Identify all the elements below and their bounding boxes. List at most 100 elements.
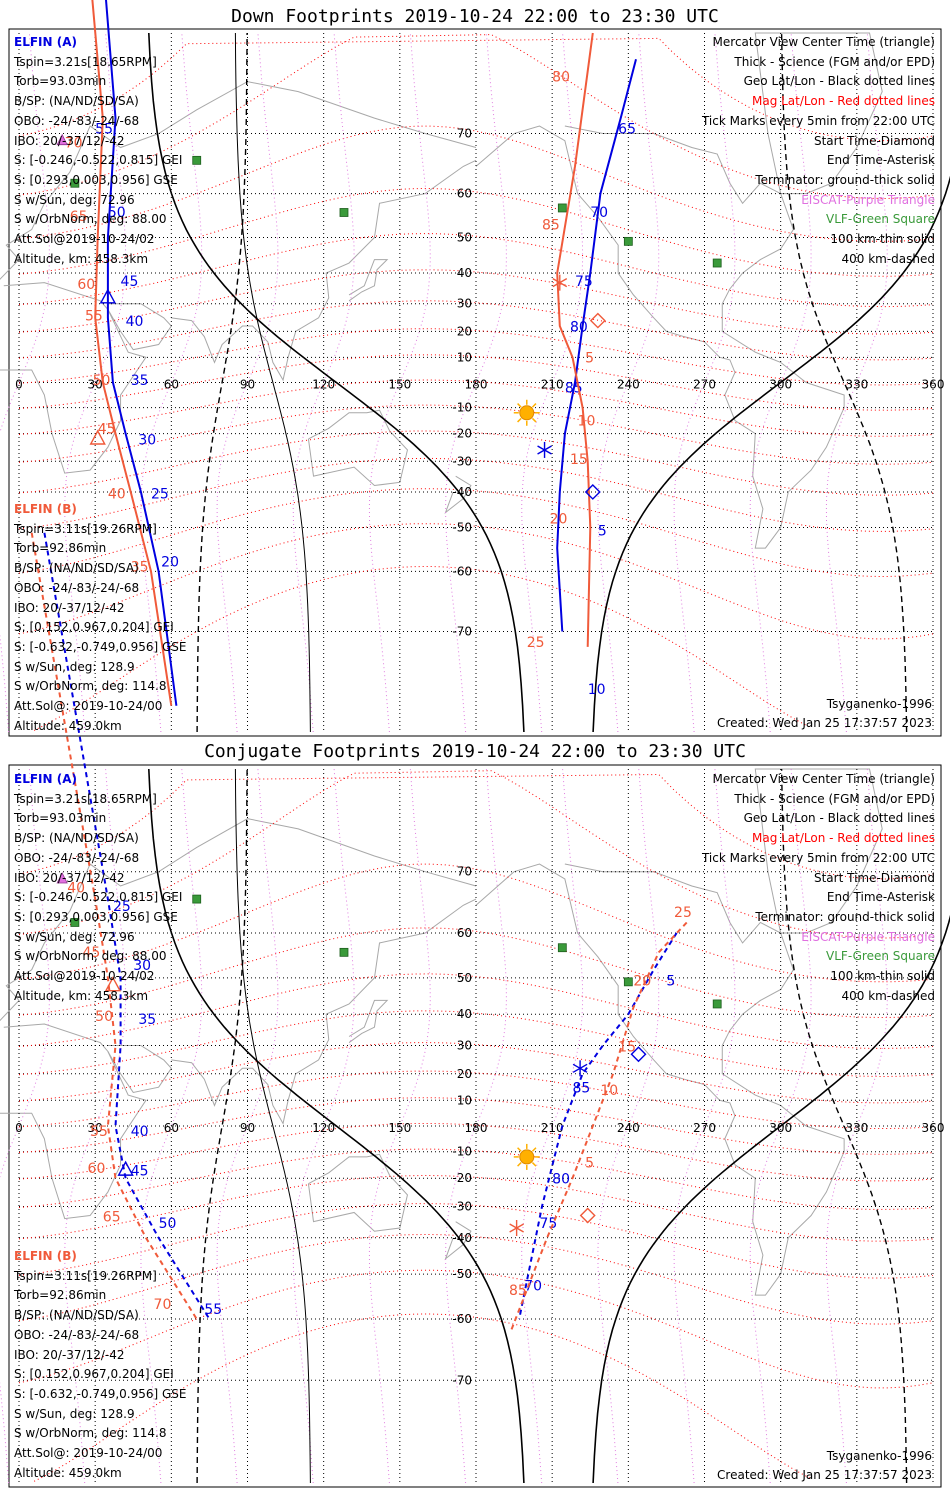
end-time-asterisk — [552, 274, 568, 291]
panel-title-down: Down Footprints 2019-10-24 22:00 to 23:3… — [231, 6, 719, 27]
track-time-label: 10 — [600, 1083, 618, 1099]
vlf-site-marker — [557, 943, 567, 953]
x-tick-label: 360 — [922, 1121, 945, 1135]
legend-entry: VLF-Green Square — [826, 949, 935, 964]
legend-entry: 400 km-dashed — [841, 988, 935, 1003]
track-time-label: 5 — [585, 350, 594, 366]
info-line: Tspin=3.21s[18.65RPM] — [14, 54, 157, 69]
legend-entry: Mercator View Center Time (triangle) — [712, 772, 935, 786]
track-time-label: 5 — [585, 1155, 594, 1171]
terminator-400km — [780, 32, 908, 733]
track-time-label: 55 — [204, 1302, 222, 1318]
track-time-label: 30 — [138, 432, 156, 448]
legend-entry: EISCAT-Purple Triangle — [801, 192, 935, 207]
footprint-track-0 — [556, 59, 637, 632]
track-time-label: 65 — [103, 1210, 121, 1226]
info-line: S: [-0.632,-0.749,0.956] GSE — [14, 639, 187, 654]
track-time-label: 30 — [133, 958, 151, 974]
info-line: IBO: 20/-37/12/-42 — [14, 133, 125, 148]
y-tick-label: -30 — [452, 454, 472, 468]
x-tick-label: 360 — [922, 378, 945, 392]
terminator-400km — [780, 768, 908, 1484]
x-tick-label: 90 — [240, 378, 255, 392]
start-time-diamond — [630, 1046, 647, 1063]
track-time-label: 50 — [93, 373, 111, 389]
vlf-site-marker — [70, 918, 80, 927]
x-tick-label: 330 — [845, 378, 868, 392]
track-time-label: 40 — [67, 881, 85, 897]
y-tick-label: 70 — [457, 865, 472, 879]
track-time-label: 65 — [70, 209, 88, 225]
coastline-0 — [0, 818, 477, 1022]
track-time-label: 25 — [527, 635, 545, 651]
legend-entry: End Time-Asterisk — [826, 890, 935, 905]
info-line: IBO: 20/-37/12/-42 — [14, 1347, 125, 1362]
legend-entry: Geo Lat/Lon - Black dotted lines — [743, 811, 935, 826]
x-tick-label: 180 — [465, 378, 488, 392]
y-tick-label: -60 — [452, 1312, 472, 1326]
mag-parallel — [18, 37, 934, 142]
x-tick-label: 240 — [617, 378, 640, 392]
track-time-label: 80 — [552, 1172, 570, 1188]
y-tick-label: 30 — [457, 1039, 472, 1053]
track-time-label: 55 — [95, 122, 113, 138]
info-line: B/SP: (NA/ND/SD/SA) — [14, 831, 139, 846]
info-line: S w/OrbNorm, deg: 88.00 — [14, 949, 167, 964]
y-tick-label: 40 — [457, 266, 472, 280]
coastline-5 — [475, 125, 845, 549]
track-time-label: 35 — [131, 373, 149, 389]
track-time-label: 65 — [618, 122, 636, 138]
info-line: S: [-0.246,-0.522,0.815] GEI — [14, 890, 183, 905]
legend-entry: Mag Lat/Lon - Red dotted lines — [751, 831, 935, 846]
terminator-ground — [148, 32, 525, 733]
vlf-site-marker — [623, 977, 633, 987]
legend-entry: 400 km-dashed — [841, 251, 935, 266]
coastline-3 — [171, 898, 477, 1125]
info-line: OBO: -24/-83/-24/-68 — [14, 850, 140, 865]
footprint-track-2 — [105, 0, 178, 706]
start-time-diamond — [589, 312, 606, 329]
info-line: Tspin=3.21s[18.65RPM] — [14, 791, 157, 806]
track-time-label: 25 — [674, 905, 692, 921]
track-time-label: 25 — [113, 899, 131, 915]
mag-parallel — [18, 773, 934, 880]
info-line: S: [-0.246,-0.522,0.815] GEI — [14, 153, 183, 168]
panel-title-conjugate: Conjugate Footprints 2019-10-24 22:00 to… — [204, 741, 746, 762]
track-time-label: 45 — [98, 422, 116, 438]
info-line: S: [0.152,0.967,0.204] GEI — [14, 620, 174, 635]
info-line: S w/OrbNorm, deg: 114.8 — [14, 1426, 167, 1441]
info-line: Tspin=3.11s[19.26RPM] — [14, 1268, 157, 1283]
legend-entry: Start Time-Diamond — [813, 870, 935, 885]
mag-parallel — [18, 1203, 934, 1279]
mag-parallel — [18, 125, 934, 242]
x-tick-label: 330 — [845, 1121, 868, 1135]
x-tick-label: 0 — [15, 378, 23, 392]
info-line: S: [0.152,0.967,0.204] GEI — [14, 1367, 174, 1382]
x-tick-label: 30 — [88, 378, 103, 392]
center-time-triangle — [99, 288, 117, 304]
y-tick-label: -70 — [452, 624, 472, 638]
y-tick-label: 60 — [457, 187, 472, 201]
footprint-track-1 — [510, 921, 688, 1330]
legend-entry: End Time-Asterisk — [826, 153, 935, 168]
end-time-asterisk — [509, 1219, 524, 1236]
y-tick-label: -40 — [452, 485, 472, 499]
info-line: B/SP: (NA/ND/SD/SA) — [14, 94, 139, 109]
info-line: S w/Sun, deg: 72.96 — [14, 192, 135, 207]
sun-icon — [513, 1143, 540, 1170]
elfin-a-info-down: ELFIN (A) Tspin=3.21s[18.65RPM] Torb=93.03… — [14, 33, 182, 269]
legend-entry: 100 km-thin solid — [830, 232, 935, 247]
terminator-ground — [592, 175, 950, 733]
vlf-site-marker — [192, 894, 202, 904]
info-line: S w/Sun, deg: 128.9 — [14, 1406, 135, 1421]
y-tick-label: 20 — [457, 324, 472, 338]
track-time-label: 50 — [95, 1009, 113, 1025]
info-line: Att.Sol@: 2019-10-24/00 — [14, 699, 163, 714]
y-tick-label: -50 — [452, 1267, 472, 1281]
mag-parallel — [33, 1313, 812, 1482]
legend-entry: Thick - Science (FGM and/or EPD) — [734, 54, 935, 69]
spacecraft-name: ELFIN (B) — [14, 1249, 77, 1263]
end-time-asterisk — [572, 1060, 588, 1077]
legend-entry: Terminator: ground-thick solid — [755, 909, 935, 924]
x-tick-label: 300 — [769, 378, 792, 392]
